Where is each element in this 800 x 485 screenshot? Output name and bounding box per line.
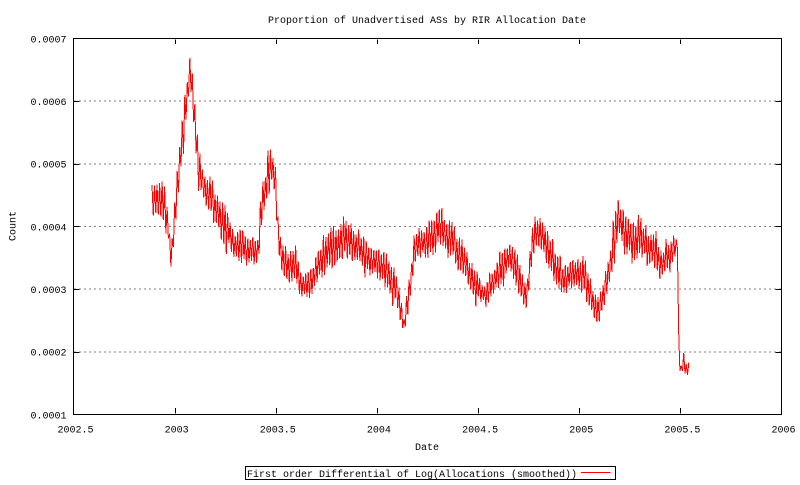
svg-text:Count: Count — [9, 211, 20, 241]
svg-text:0.0004: 0.0004 — [30, 223, 66, 234]
svg-text:2003.5: 2003.5 — [260, 426, 296, 437]
svg-text:2006: 2006 — [771, 426, 795, 437]
svg-text:0.0002: 0.0002 — [30, 349, 66, 360]
svg-text:2002.5: 2002.5 — [57, 426, 93, 437]
svg-text:Date: Date — [415, 443, 439, 454]
svg-text:2003: 2003 — [165, 426, 189, 437]
svg-text:0.0005: 0.0005 — [30, 161, 66, 172]
svg-text:2005.5: 2005.5 — [664, 426, 700, 437]
svg-text:0.0003: 0.0003 — [30, 286, 66, 297]
svg-text:0.0007: 0.0007 — [30, 35, 66, 46]
svg-text:0.0006: 0.0006 — [30, 98, 66, 109]
svg-text:2005: 2005 — [569, 426, 593, 437]
svg-text:2004: 2004 — [367, 426, 391, 437]
svg-text:First order Differential of Lo: First order Differential of Log(Allocati… — [247, 469, 577, 480]
svg-text:0.0001: 0.0001 — [30, 411, 66, 422]
svg-text:Proportion of Unadvertised ASs: Proportion of Unadvertised ASs by RIR Al… — [268, 15, 586, 27]
svg-text:2004.5: 2004.5 — [462, 426, 498, 437]
